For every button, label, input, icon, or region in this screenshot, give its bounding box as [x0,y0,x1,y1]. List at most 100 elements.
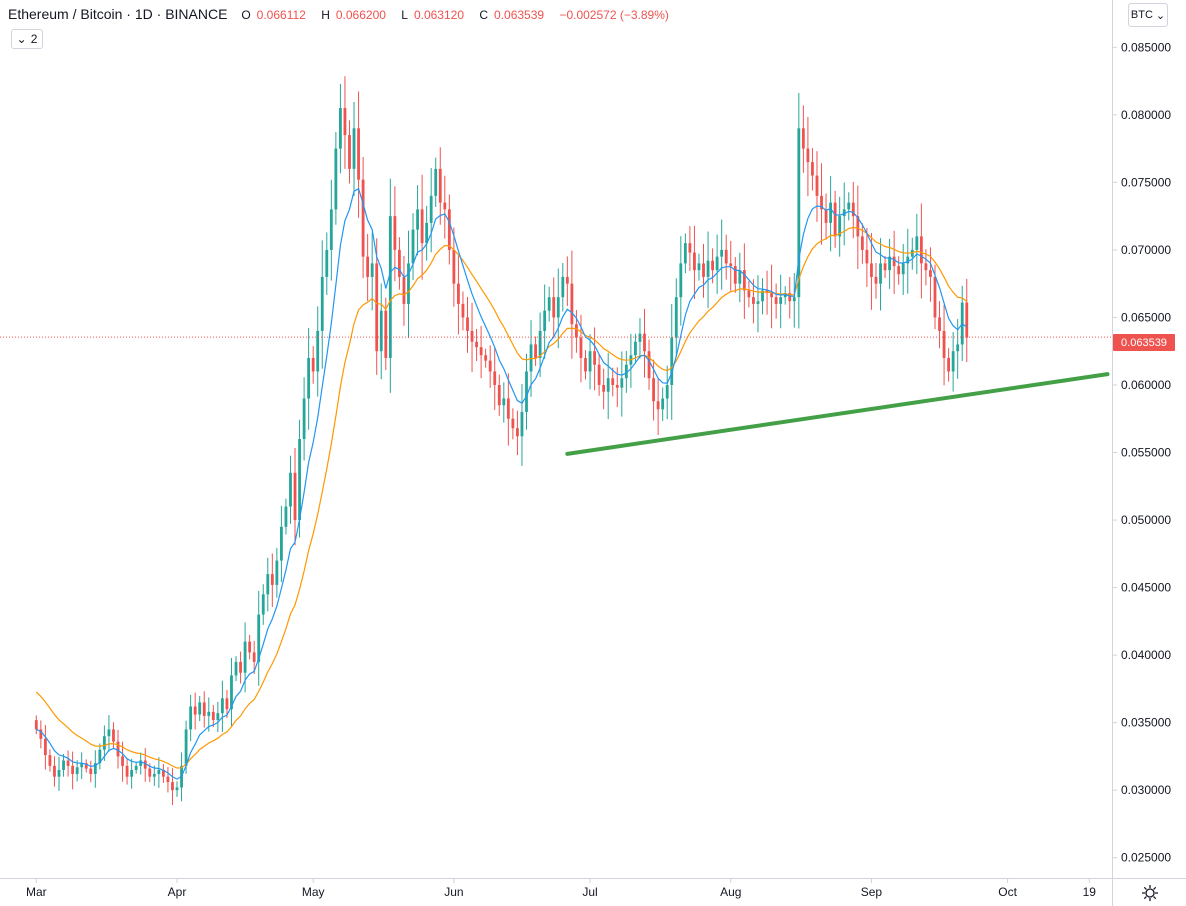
candle-body [833,202,837,237]
candle-body [570,283,574,325]
candle-body [897,266,901,275]
candle-body [284,506,288,527]
candle-body [838,216,842,237]
candle-body [929,270,932,277]
candle-body [565,276,569,284]
candle-body [579,337,583,358]
candle-body [438,168,442,203]
y-tick-label: 0.025000 [1121,851,1171,865]
candle-body [293,472,297,521]
candle-body [339,108,342,149]
candle-body [752,297,755,304]
candle-body [189,706,193,730]
candle-body [270,574,274,585]
indicators-toggle-button[interactable]: ⌄ 2 [11,29,43,49]
candle-body [207,711,211,716]
candle-body [143,760,147,769]
open-value: 0.066112 [256,8,306,22]
candle-body [443,202,447,210]
candle-body [942,330,946,358]
y-tick-label: 0.075000 [1121,175,1171,189]
candle-body [302,398,306,439]
candle-body [175,787,179,791]
change-value: −0.002572 (−3.89%) [559,8,669,22]
candle-body [289,472,292,507]
candle-body [561,276,565,298]
candle-body [329,209,333,250]
candle-body [525,371,528,412]
candle-body [411,229,415,264]
candle-body [502,398,506,406]
low-key: L [401,8,408,22]
candle-body [230,675,233,710]
candle-body [643,333,646,352]
candle-body [53,765,56,777]
candle-body [602,384,606,392]
candle-body [184,729,188,766]
trendline-layer [0,336,1112,456]
candle-body [484,355,488,361]
candle-body [470,330,474,342]
candle-body [879,263,882,284]
y-tick-label: 0.085000 [1121,40,1171,54]
candle-body [865,249,869,264]
candle-body [742,270,746,291]
ma-slow-line [35,226,968,769]
symbol-name[interactable]: Ethereum / Bitcoin [8,6,123,22]
candle-body [157,769,161,774]
candle-body [824,209,828,223]
candle-body [93,763,97,774]
support-trendline [565,372,1110,456]
y-tick-label: 0.030000 [1121,783,1171,797]
candle-body [402,276,406,304]
candle-body [447,209,451,250]
candle-body [48,755,52,766]
y-tick-label: 0.065000 [1121,310,1171,324]
x-tick-label: Apr [168,885,187,899]
currency-label: BTC [1130,9,1153,21]
currency-button[interactable]: BTC ⌄ [1128,3,1168,27]
candle-body [475,341,478,348]
candle-body [112,729,115,742]
candle-body [57,769,61,777]
x-tick-label: Oct [998,885,1017,899]
candle-body [575,324,578,338]
candle-body [661,398,665,410]
candle-body [733,266,737,284]
candle-body [161,769,165,777]
candle-body [860,236,864,250]
candle-body [588,351,592,372]
candle-body [457,283,460,304]
x-tick-label: Jun [444,885,463,899]
candle-body [398,249,401,277]
candle-body [956,344,960,352]
candle-body [829,202,833,223]
y-tick-label: 0.040000 [1121,648,1171,662]
candle-body [538,330,542,358]
candle-body [420,209,424,244]
candle-body [493,371,497,385]
y-tick-label: 0.070000 [1121,243,1171,257]
candlestick-series [34,76,969,805]
candle-body [416,209,419,230]
candle-body [75,767,79,774]
candle-body [624,364,628,379]
candle-body [152,773,156,777]
candle-body [139,760,143,766]
candle-body [947,357,951,372]
candle-body [870,263,873,277]
candle-body [611,378,615,385]
candle-body [43,738,47,756]
candle-body [166,776,170,783]
candle-body [797,128,801,298]
gear-icon[interactable] [1140,883,1160,903]
candle-body [529,344,533,372]
candle-body [547,297,551,311]
interval[interactable]: 1D [134,6,153,22]
candle-body [847,202,851,210]
candle-body [792,297,796,302]
x-tick-label: Jul [582,885,597,899]
candle-body [597,364,601,385]
candle-body [638,333,642,342]
